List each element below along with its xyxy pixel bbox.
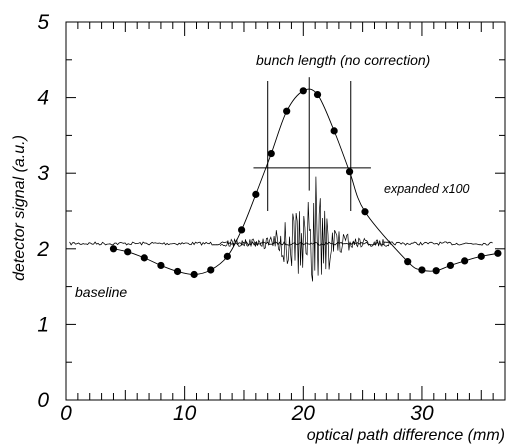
y-tick-label: 2 [36,238,49,261]
data-point [124,248,132,256]
y-tick-label: 0 [37,389,49,412]
data-point [345,168,354,176]
data-point [299,87,307,95]
expanded-trace [219,176,392,282]
expanded-line [219,176,392,282]
data-point [432,267,440,275]
x-tick-label: 10 [173,402,197,425]
data-point [252,190,260,198]
y-tick-label: 3 [37,162,49,185]
data-point [207,266,215,274]
x-axis-title: optical path difference (mm) [307,427,505,444]
x-tick-label: 0 [60,402,72,425]
data-point [238,226,246,234]
data-point [109,245,118,253]
data-point [330,127,338,135]
data-point [267,149,275,158]
data-point [418,266,426,274]
annotation-bunch-length: bunch length (no correction) [256,52,430,68]
x-tick-label: 30 [410,402,434,425]
data-point [283,107,291,115]
x-tick-label: 20 [291,402,316,425]
tick-labels: 0 10 20 30 0 1 2 3 4 5 [36,11,434,425]
y-tick-label: 5 [37,11,49,34]
data-point [223,252,231,260]
data-point [404,258,412,266]
data-point [494,249,502,257]
data-point [173,267,182,276]
plot-frame [65,21,506,401]
bunch-length-marker [253,77,371,211]
axis-ticks [65,21,505,401]
data-points [109,87,502,279]
data-point [157,261,165,270]
data-point [361,208,369,216]
plot-border [65,21,506,401]
data-point [477,252,485,260]
annotation-baseline: baseline [75,284,127,300]
annotation-expanded: expanded x100 [384,182,470,196]
data-point [461,257,469,265]
y-tick-label: 1 [37,313,49,336]
y-tick-label: 4 [37,87,49,110]
data-point [190,270,198,279]
data-point [140,254,148,262]
data-point [446,261,455,270]
data-point [313,90,322,99]
y-axis-title: detector signal (a.u.) [11,135,28,281]
